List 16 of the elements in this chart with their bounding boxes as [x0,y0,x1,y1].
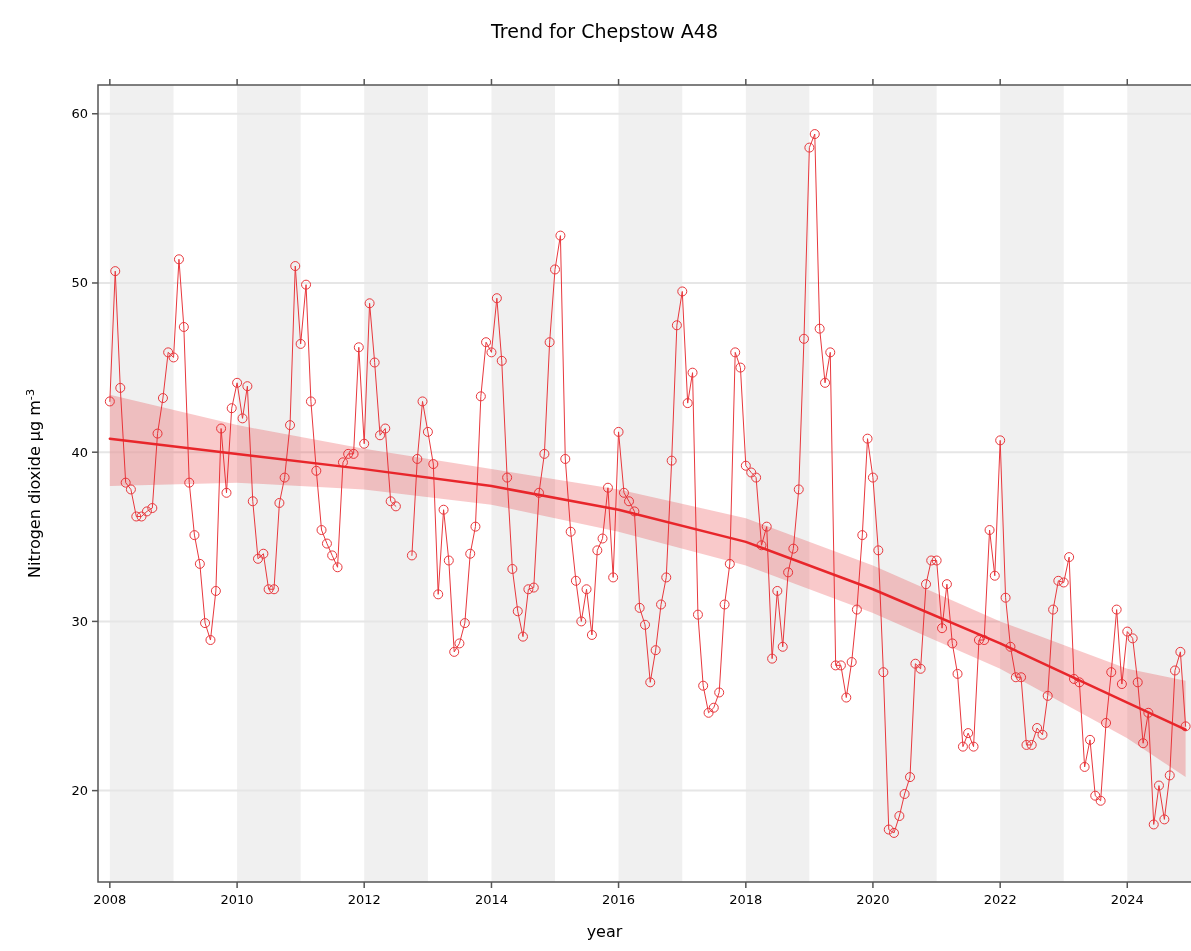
y-tick-label: 30 [71,613,88,629]
x-axis-title: year [586,922,623,941]
y-tick-label: 20 [71,783,88,799]
x-tick-label: 2012 [347,892,381,907]
x-tick-label: 2008 [93,892,127,907]
chart-title: Trend for Chepstow A48 [490,20,718,42]
x-tick-label: 2020 [856,892,890,907]
x-tick-label: 2018 [729,892,763,907]
y-tick-label: 40 [71,444,88,460]
x-tick-label: 2024 [1110,892,1144,907]
x-tick-label: 2016 [602,892,636,907]
x-tick-label: 2014 [474,892,509,907]
x-tick-label: 2010 [220,892,254,907]
x-tick-label: 2022 [983,892,1017,907]
y-tick-label: 60 [71,106,88,122]
y-tick-label: 50 [71,275,88,291]
